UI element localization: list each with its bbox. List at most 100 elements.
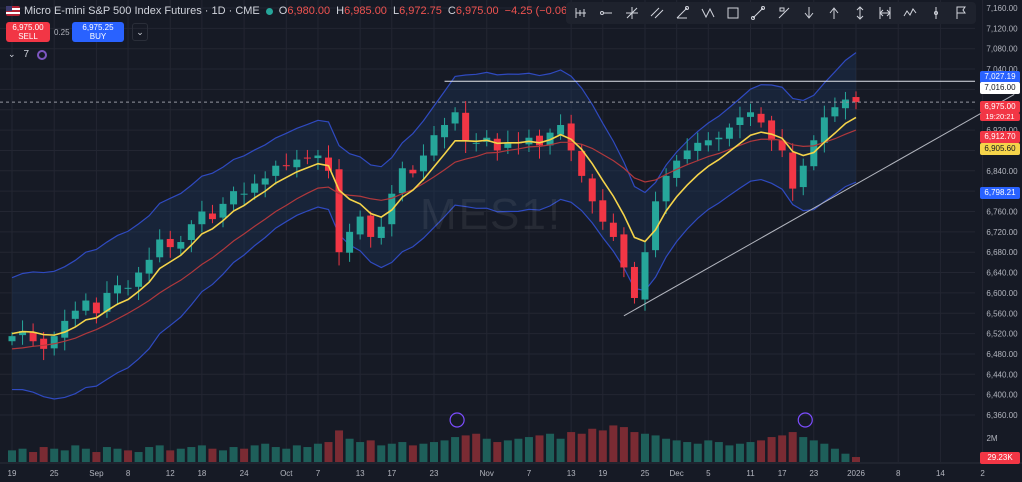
candle	[768, 120, 776, 141]
symbol-title[interactable]: Micro E-mini S&P 500 Index Futures · 1D …	[24, 5, 260, 17]
volume-bar	[514, 438, 523, 462]
indicators-toggle[interactable]: ⌄ 7	[8, 49, 48, 60]
ohlc-high: H6,985.00	[336, 5, 387, 17]
volume-bar	[693, 443, 702, 462]
trend-line-icon[interactable]	[749, 4, 767, 22]
x-tick-label: Oct	[280, 469, 293, 478]
volume-bar	[598, 430, 607, 462]
candle	[778, 140, 786, 151]
candle	[493, 138, 501, 151]
candle	[820, 117, 828, 143]
candle	[377, 226, 385, 238]
volume-bar	[546, 433, 555, 462]
candle	[198, 211, 206, 225]
volume-bar	[609, 425, 618, 462]
ohlc-change: −4.25 (−0.06%)	[504, 5, 581, 17]
chevron-down-icon[interactable]: ⌄	[8, 49, 16, 59]
drawing-toolbar	[566, 2, 976, 24]
candle	[704, 140, 712, 146]
cross-line-icon[interactable]	[623, 4, 641, 22]
candle	[61, 320, 69, 338]
flag-icon[interactable]	[952, 4, 970, 22]
y-tick-label: 6,520.00	[986, 330, 1018, 339]
candle	[441, 125, 449, 138]
buy-button[interactable]: 6,975.25 BUY	[72, 22, 124, 42]
x-tick-label: 17	[387, 469, 396, 478]
trade-panel: 6,975.00 SELL 0.25 6,975.25 BUY ⌄	[6, 22, 148, 42]
sell-button[interactable]: 6,975.00 SELL	[6, 22, 50, 42]
candle	[588, 178, 596, 202]
volume-bar	[113, 448, 122, 462]
price-label-upper-band: 7,027.19	[980, 71, 1020, 83]
date-range-icon[interactable]	[876, 4, 894, 22]
parallel-channel-icon[interactable]	[648, 4, 666, 22]
double-arrow-icon[interactable]	[851, 4, 869, 22]
vertical-line-icon[interactable]	[927, 4, 945, 22]
volume-bar	[714, 442, 723, 462]
y-tick-label: 6,560.00	[986, 309, 1018, 318]
volume-bar	[461, 435, 470, 462]
x-tick-label: 17	[778, 469, 787, 478]
info-line-icon[interactable]	[775, 4, 793, 22]
candle	[124, 287, 132, 289]
candle	[630, 266, 638, 298]
x-tick-label: Sep	[89, 469, 104, 478]
volume-bar	[472, 433, 481, 462]
volume-bar	[440, 440, 449, 462]
y-tick-label: 6,680.00	[986, 248, 1018, 257]
chevron-down-icon[interactable]: ⌄	[132, 23, 148, 41]
candle	[578, 150, 586, 176]
candle	[736, 117, 744, 126]
volume-bar	[271, 447, 280, 462]
volume-bar	[735, 443, 744, 462]
price-label-sma: 6,912.70	[980, 131, 1020, 143]
candle	[219, 203, 227, 218]
y-tick-label: 7,080.00	[986, 45, 1018, 54]
volume-bar	[662, 438, 671, 462]
price-label-volume: 29.23K	[980, 452, 1020, 464]
candle	[409, 169, 417, 174]
y-tick-label: 6,480.00	[986, 350, 1018, 359]
y-tick-label: 7,160.00	[986, 4, 1018, 13]
candle	[831, 107, 839, 117]
y-tick-label: 6,360.00	[986, 411, 1018, 420]
volume-bar	[187, 447, 196, 462]
x-tick-label: 19	[8, 469, 17, 478]
volume-bar	[377, 445, 386, 462]
indicator-settings-icon[interactable]	[37, 49, 48, 60]
candle	[208, 213, 216, 220]
volume-bar	[683, 442, 692, 462]
candle	[747, 112, 754, 117]
x-tick-label: 18	[197, 469, 206, 478]
wave-icon[interactable]	[901, 4, 919, 22]
volume-bar	[166, 450, 175, 462]
path-icon[interactable]	[699, 4, 717, 22]
rectangle-icon[interactable]	[724, 4, 742, 22]
candle	[82, 300, 90, 311]
horizontal-ray-icon[interactable]	[597, 4, 615, 22]
y-tick-label: 7,040.00	[986, 65, 1018, 74]
volume-bar	[725, 445, 734, 462]
volume-bar	[145, 447, 154, 462]
volume-bar	[672, 440, 681, 462]
candle	[367, 215, 375, 237]
volume-bar	[335, 430, 344, 462]
trend-angle-icon[interactable]	[673, 4, 691, 22]
arrow-down-icon[interactable]	[800, 4, 818, 22]
pitchfork-icon[interactable]	[572, 4, 590, 22]
volume-bar	[524, 437, 533, 462]
candle	[715, 137, 723, 140]
volume-bar	[630, 432, 639, 462]
x-tick-label: 8	[126, 469, 131, 478]
event-marker	[449, 412, 465, 428]
ema-line	[11, 116, 857, 336]
lower-band-line	[11, 178, 857, 400]
arrow-up-icon[interactable]	[825, 4, 843, 22]
x-tick-label: 11	[746, 469, 755, 478]
volume-bar	[197, 445, 206, 462]
price-label-resistance: 7,016.00	[980, 82, 1020, 94]
upper-band-line	[11, 52, 857, 279]
y-tick-label: 6,640.00	[986, 269, 1018, 278]
